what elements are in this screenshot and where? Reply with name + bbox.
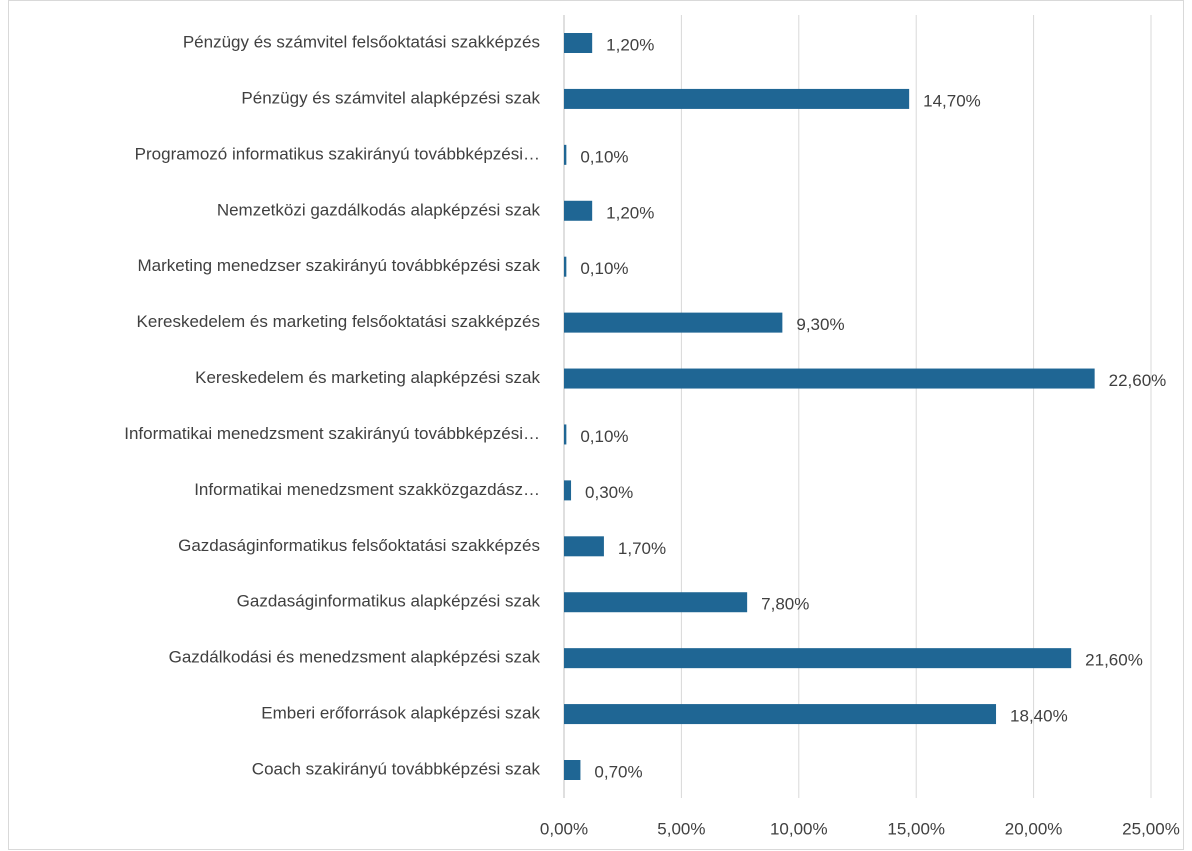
bar	[564, 424, 567, 445]
bar	[564, 536, 604, 557]
x-tick-label: 10,00%	[770, 819, 828, 838]
bar	[564, 592, 748, 613]
bar	[564, 200, 593, 221]
bar	[564, 256, 567, 277]
bar	[564, 760, 581, 780]
bar	[564, 33, 593, 53]
category-label: Coach szakirányú továbbképzési szak	[252, 759, 541, 778]
x-tick-label: 5,00%	[657, 819, 705, 838]
bar	[564, 648, 1072, 669]
bar	[564, 704, 997, 725]
bar	[564, 368, 1095, 389]
category-label: Gazdaságinformatikus alapképzési szak	[237, 592, 541, 611]
value-label: 0,30%	[585, 483, 633, 502]
category-label: Kereskedelem és marketing alapképzési sz…	[195, 368, 540, 387]
category-label: Kereskedelem és marketing felsőoktatási …	[137, 312, 540, 331]
category-label: Programozó informatikus szakirányú továb…	[135, 144, 540, 163]
x-tick-label: 20,00%	[1005, 819, 1063, 838]
category-label: Pénzügy és számvitel alapképzési szak	[241, 88, 540, 107]
bar	[564, 88, 910, 109]
bar	[564, 144, 567, 165]
value-label: 9,30%	[796, 315, 844, 334]
category-label: Emberi erőforrások alapképzési szak	[261, 704, 540, 723]
value-label: 22,60%	[1109, 371, 1167, 390]
category-label: Pénzügy és számvitel felsőoktatási szakk…	[183, 32, 540, 51]
category-label: Informatikai menedzsment szakirányú tová…	[124, 424, 540, 443]
value-label: 7,80%	[761, 595, 809, 614]
value-label: 1,20%	[606, 35, 654, 54]
x-tick-label: 0,00%	[540, 819, 588, 838]
value-label: 1,70%	[618, 539, 666, 558]
category-label: Gazdaságinformatikus felsőoktatási szakk…	[178, 536, 540, 555]
value-label: 21,60%	[1085, 651, 1143, 670]
value-label: 14,70%	[923, 91, 981, 110]
bar	[564, 312, 783, 333]
value-label: 0,10%	[580, 147, 628, 166]
x-tick-label: 25,00%	[1122, 819, 1180, 838]
x-tick-label: 15,00%	[887, 819, 945, 838]
value-label: 18,40%	[1010, 707, 1068, 726]
value-label: 0,10%	[580, 259, 628, 278]
category-label: Marketing menedzser szakirányú továbbkép…	[137, 256, 540, 275]
category-label: Informatikai menedzsment szakközgazdász…	[194, 480, 540, 499]
bar	[564, 480, 572, 501]
value-label: 1,20%	[606, 203, 654, 222]
value-label: 0,70%	[594, 762, 642, 781]
category-label: Nemzetközi gazdálkodás alapképzési szak	[217, 200, 541, 219]
category-label: Gazdálkodási és menedzsment alapképzési …	[169, 648, 541, 667]
value-label: 0,10%	[580, 427, 628, 446]
